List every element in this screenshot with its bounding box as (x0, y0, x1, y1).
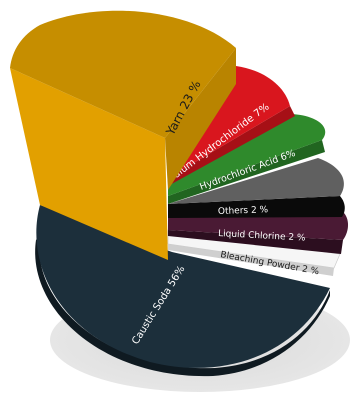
slice-yarn-front (10, 68, 168, 260)
slice-bleaching-powder-side (168, 244, 334, 276)
slice-others: Others 2 % (168, 196, 345, 218)
slice-yarn-top (10, 10, 236, 138)
slice-others-top (168, 196, 345, 218)
slice-sodium-hydrochloride-side (168, 106, 295, 186)
slice-caustic-soda-top (36, 205, 330, 368)
slice-yarn-right (165, 48, 236, 190)
slice-sodium-hydrochloride-top (168, 66, 290, 178)
slice-label-liquid-chlorine: Liquid Chlorine 2 % (218, 229, 306, 244)
slice-caustic-soda: Caustic Soda 56% (35, 205, 330, 377)
slice-hydrochloric-acid-top (168, 114, 326, 196)
slice-liquid-chlorine: Liquid Chlorine 2 % (168, 213, 349, 254)
slice-liquid-chlorine-top (168, 213, 349, 240)
slice-liquid-chlorine-side (168, 230, 343, 254)
slice-label-others: Others 2 % (218, 205, 269, 217)
slice-yarn: Yarn 23 % (10, 10, 236, 260)
slice-hydrochloric-acid-side (168, 140, 325, 204)
slice-grey-top (168, 158, 344, 204)
